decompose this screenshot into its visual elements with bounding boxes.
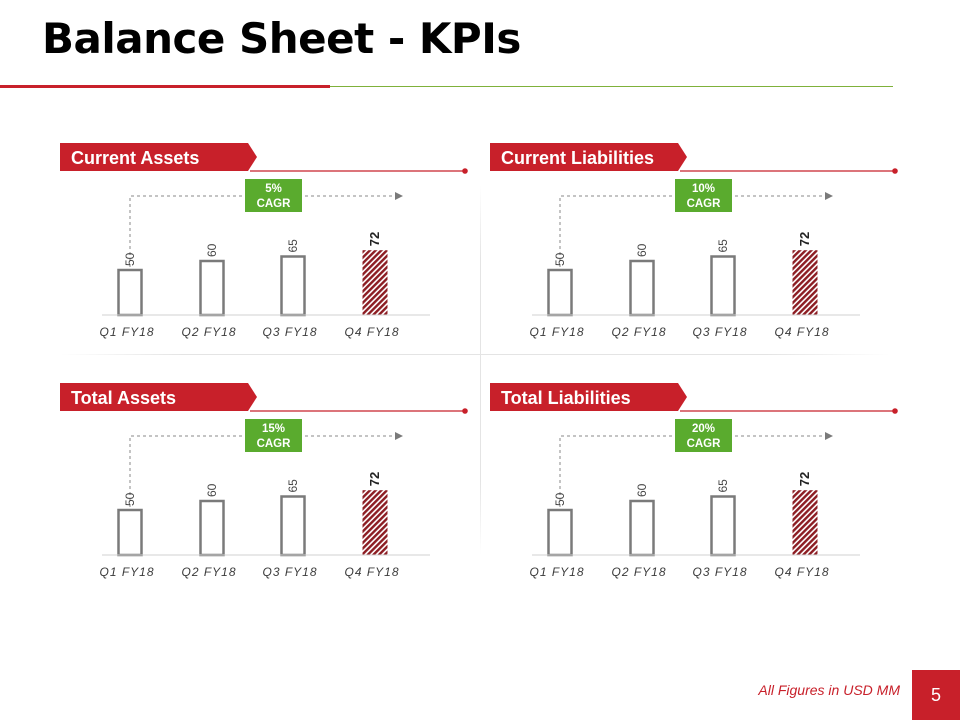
cagr-percent: 20%: [692, 423, 715, 435]
chart-title-tab: [60, 143, 257, 171]
bar-highlight: [362, 490, 388, 555]
title-underline-red: [0, 85, 330, 88]
bar-value-label: 65: [286, 239, 300, 253]
title-rule-dot: [462, 168, 468, 174]
bar: [629, 259, 655, 317]
bar: [280, 255, 306, 317]
chart-title: Current Assets: [71, 148, 199, 168]
cagr-arrow-head: [825, 192, 833, 200]
cagr-label: CAGR: [257, 198, 292, 210]
bar-value-label: 65: [286, 479, 300, 493]
bar-value-label: 65: [716, 479, 730, 493]
cagr-arrow-line: [559, 195, 825, 267]
page-title: Balance Sheet - KPIs: [42, 14, 521, 63]
x-tick-label: Q4 FY18: [774, 325, 829, 339]
x-tick-label: Q1 FY18: [99, 565, 154, 579]
bar-value-label: 50: [553, 252, 567, 266]
panel-divider-horizontal: [60, 354, 890, 355]
x-tick-label: Q4 FY18: [344, 325, 399, 339]
chart-title: Current Liabilities: [501, 148, 654, 168]
chart-title-tab: [490, 383, 687, 411]
bar: [710, 495, 736, 557]
x-tick-label: Q2 FY18: [181, 325, 236, 339]
bar: [117, 268, 143, 317]
title-underline-green: [330, 86, 893, 87]
bar: [199, 499, 225, 557]
cagr-label: CAGR: [257, 438, 292, 450]
x-tick-label: Q4 FY18: [344, 565, 399, 579]
bar-value-label: 65: [716, 239, 730, 253]
panel-current-liabilities: Current Liabilities 10% CAGR 50 Q1 FY18 60 Q2 …: [490, 140, 910, 340]
x-tick-label: Q3 FY18: [262, 325, 317, 339]
cagr-label: CAGR: [687, 438, 722, 450]
x-tick-label: Q1 FY18: [529, 325, 584, 339]
bar: [710, 255, 736, 317]
x-tick-label: Q4 FY18: [774, 565, 829, 579]
bar: [629, 499, 655, 557]
figures-note: All Figures in USD MM: [758, 682, 900, 698]
x-tick-label: Q1 FY18: [99, 325, 154, 339]
bar-value-label: 60: [205, 243, 219, 257]
panel-total-assets: Total Assets 15% CAGR 50 Q1 FY18 60 Q2 FY18 65 Q…: [60, 380, 480, 580]
x-tick-label: Q3 FY18: [262, 565, 317, 579]
bar-value-label: 72: [367, 232, 382, 246]
bar: [280, 495, 306, 557]
cagr-percent: 15%: [262, 423, 285, 435]
bar: [199, 259, 225, 317]
bar-highlight: [792, 250, 818, 315]
chart-title-tab: [60, 383, 257, 411]
bar-value-label: 72: [797, 472, 812, 486]
chart-title: Total Liabilities: [501, 388, 631, 408]
title-rule-dot: [462, 408, 468, 414]
cagr-badge: [245, 419, 302, 452]
page-number: 5: [930, 684, 941, 705]
panel-total-liabilities: Total Liabilities 20% CAGR 50 Q1 FY18 60 Q2 FY…: [490, 380, 910, 580]
title-rule-dot: [892, 408, 898, 414]
title-rule-dot: [892, 168, 898, 174]
bar-value-label: 60: [635, 243, 649, 257]
x-tick-label: Q3 FY18: [692, 565, 747, 579]
bar-chart: Total Liabilities 20% CAGR 50 Q1 FY18 60 Q2 FY…: [490, 383, 898, 579]
bar-chart: Current Liabilities 10% CAGR 50 Q1 FY18 60 Q2 …: [490, 143, 898, 339]
cagr-arrow-head: [395, 192, 403, 200]
bar-value-label: 60: [635, 483, 649, 497]
cagr-arrow-head: [825, 432, 833, 440]
cagr-percent: 5%: [265, 183, 282, 195]
x-tick-label: Q3 FY18: [692, 325, 747, 339]
chart-title-tab: [490, 143, 687, 171]
cagr-arrow-head: [395, 432, 403, 440]
bar: [117, 508, 143, 557]
bar-chart: Total Assets 15% CAGR 50 Q1 FY18 60 Q2 FY18 65 Q…: [60, 383, 468, 579]
cagr-percent: 10%: [692, 183, 715, 195]
bar-value-label: 50: [123, 492, 137, 506]
bar: [547, 268, 573, 317]
x-tick-label: Q2 FY18: [181, 565, 236, 579]
bar-value-label: 72: [797, 232, 812, 246]
page-number-badge: 5: [912, 670, 960, 720]
x-tick-label: Q2 FY18: [611, 325, 666, 339]
cagr-badge: [675, 179, 732, 212]
bar-value-label: 50: [123, 252, 137, 266]
bar-highlight: [362, 250, 388, 315]
x-tick-label: Q1 FY18: [529, 565, 584, 579]
cagr-arrow-line: [559, 435, 825, 507]
cagr-label: CAGR: [687, 198, 722, 210]
bar-chart: Current Assets 5% CAGR 50 Q1 FY18 60 Q2 FY18 65…: [60, 143, 468, 339]
panel-current-assets: Current Assets 5% CAGR 50 Q1 FY18 60 Q2 FY18 65…: [60, 140, 480, 340]
bar-value-label: 50: [553, 492, 567, 506]
bar-value-label: 60: [205, 483, 219, 497]
cagr-badge: [245, 179, 302, 212]
cagr-badge: [675, 419, 732, 452]
bar: [547, 508, 573, 557]
cagr-arrow-line: [129, 435, 395, 507]
bar-highlight: [792, 490, 818, 555]
bar-value-label: 72: [367, 472, 382, 486]
cagr-arrow-line: [129, 195, 395, 267]
x-tick-label: Q2 FY18: [611, 565, 666, 579]
panel-divider-vertical: [480, 185, 481, 555]
chart-title: Total Assets: [71, 388, 176, 408]
